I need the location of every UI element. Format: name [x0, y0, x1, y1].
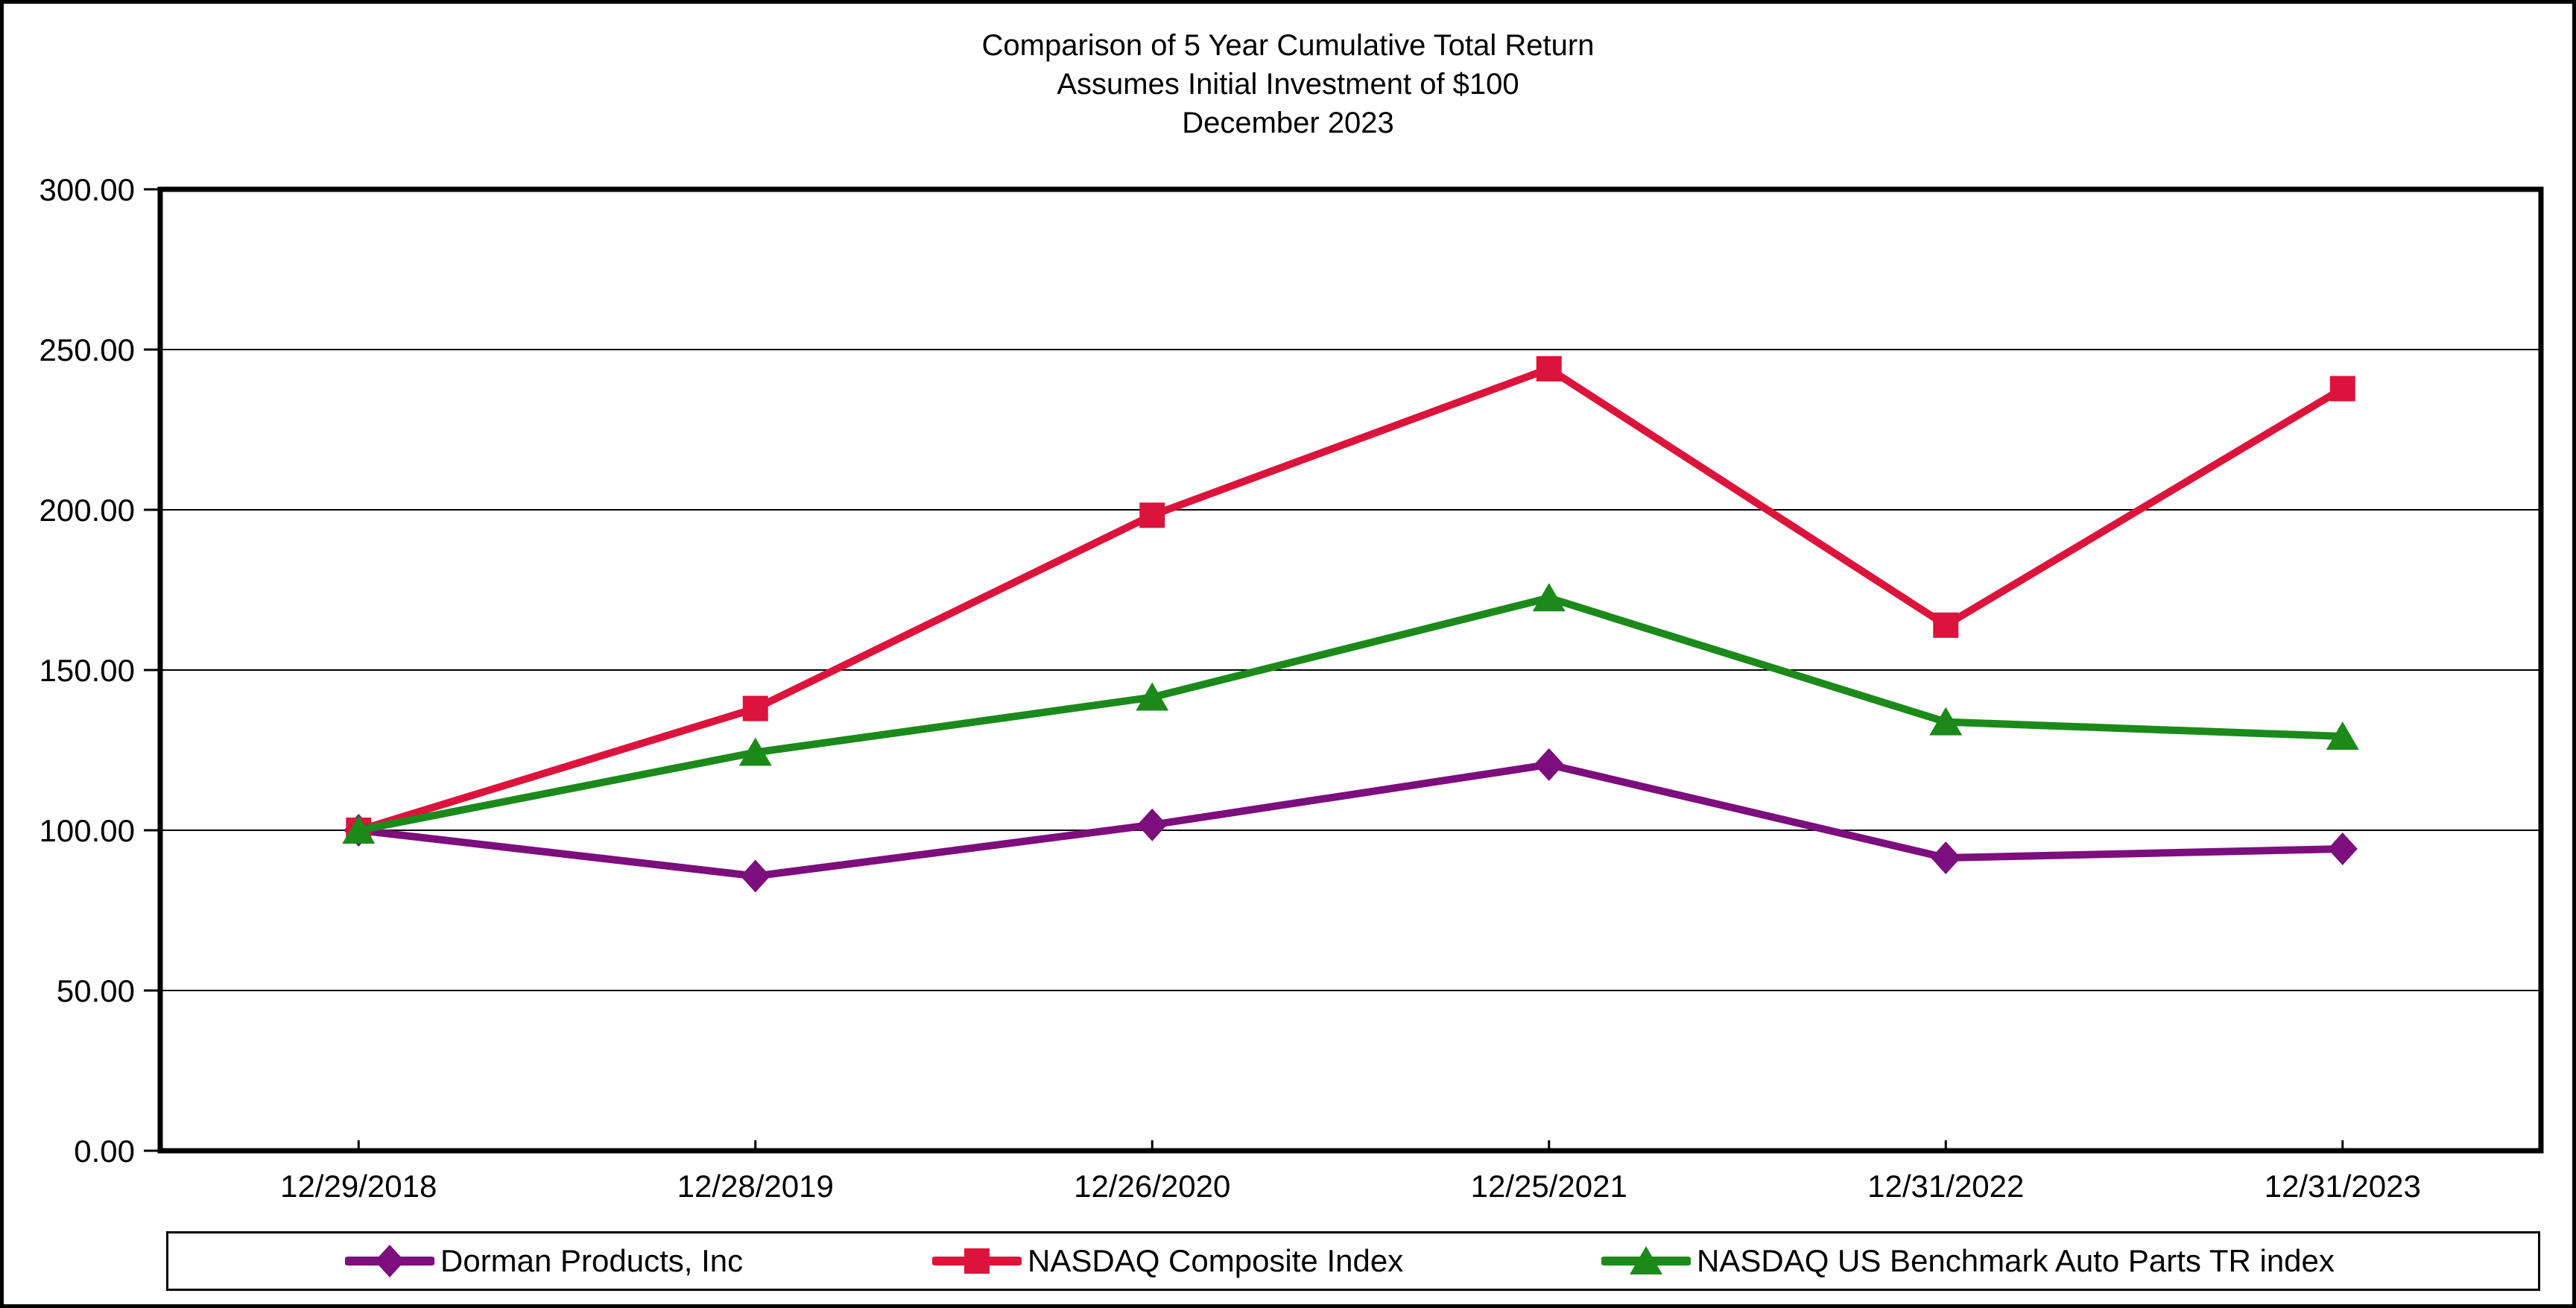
- x-axis-label: 12/26/2020: [1074, 1169, 1230, 1204]
- nasdaq-composite-index-marker: [1933, 612, 1959, 638]
- dorman-products-inc-marker: [1931, 841, 1961, 874]
- x-axis-label: 12/25/2021: [1471, 1169, 1627, 1204]
- nasdaq-us-benchmark-auto-parts-tr-index-line: [358, 594, 2343, 834]
- chart-title-block: Comparison of 5 Year Cumulative Total Re…: [4, 26, 2572, 142]
- x-axis-label: 12/31/2023: [2265, 1169, 2421, 1204]
- chart-title: Comparison of 5 Year Cumulative Total Re…: [981, 29, 1595, 62]
- y-axis-label: 150.00: [39, 653, 135, 688]
- legend-item-auto-parts: NASDAQ US Benchmark Auto Parts TR index: [1600, 1233, 2335, 1289]
- nasdaq-us-benchmark-auto-parts-tr-index-marker: [738, 737, 772, 766]
- x-axis-label: 12/29/2018: [280, 1169, 437, 1204]
- auto-parts-triangle-legend-icon: [1600, 1239, 1692, 1283]
- dorman-diamond-legend-icon: [344, 1239, 436, 1283]
- y-axis-label: 250.00: [39, 332, 135, 367]
- legend: Dorman Products, Inc NASDAQ Composite In…: [166, 1231, 2540, 1291]
- x-axis-label: 12/31/2022: [1867, 1169, 2024, 1204]
- dorman-products-inc-marker: [2327, 832, 2358, 865]
- y-axis-label: 0.00: [74, 1134, 135, 1169]
- plot-area: 0.00 50.00 100.00 150.00 200.00 250.00 300.00 1…: [39, 172, 2544, 1204]
- y-axis-label: 50.00: [57, 973, 135, 1008]
- nasdaq-us-benchmark-auto-parts-tr-index-marker: [1136, 682, 1169, 711]
- x-axis-label: 12/28/2019: [677, 1169, 834, 1204]
- chart-subtitle: Assumes Initial Investment of $100: [1057, 68, 1519, 101]
- nasdaq-composite-square-legend-icon: [931, 1239, 1023, 1283]
- nasdaq-composite-index-line: [357, 364, 2345, 834]
- dorman-products-inc-marker: [1137, 808, 1168, 841]
- chart-period: December 2023: [1182, 107, 1394, 139]
- dorman-products-inc-marker: [1534, 748, 1564, 781]
- nasdaq-us-benchmark-auto-parts-tr-index-marker: [342, 815, 376, 844]
- legend-item-nasdaq-composite: NASDAQ Composite Index: [931, 1233, 1404, 1289]
- dorman-products-inc-marker: [740, 859, 770, 893]
- legend-label-auto-parts: NASDAQ US Benchmark Auto Parts TR index: [1697, 1243, 2335, 1278]
- nasdaq-us-benchmark-auto-parts-tr-index-marker: [1929, 707, 1963, 736]
- nasdaq-composite-index-marker: [2329, 376, 2355, 402]
- dorman-products-inc-line: [358, 760, 2343, 880]
- y-axis-label: 200.00: [39, 493, 135, 528]
- legend-label-nasdaq-composite: NASDAQ Composite Index: [1028, 1243, 1404, 1278]
- nasdaq-us-benchmark-auto-parts-tr-index-marker: [1532, 583, 1566, 612]
- y-axis-label: 300.00: [39, 172, 135, 207]
- legend-label-dorman: Dorman Products, Inc: [440, 1243, 744, 1278]
- y-axis-label: 100.00: [39, 813, 135, 848]
- nasdaq-composite-index-marker: [1536, 356, 1562, 382]
- legend-item-dorman: Dorman Products, Inc: [344, 1233, 744, 1289]
- nasdaq-composite-index-marker: [1139, 502, 1165, 528]
- nasdaq-us-benchmark-auto-parts-tr-index-marker: [2326, 721, 2359, 751]
- nasdaq-composite-index-marker: [742, 695, 768, 721]
